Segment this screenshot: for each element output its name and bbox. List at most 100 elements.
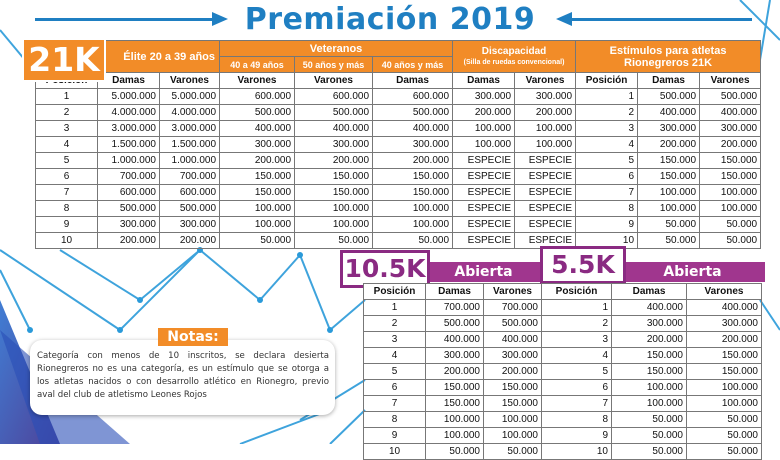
column-header: Damas — [372, 72, 454, 89]
table-cell: 150.000 — [219, 168, 296, 185]
table-cell: 100.000 — [425, 411, 484, 428]
table-cell: 150.000 — [611, 363, 687, 380]
table-cell: 7 — [35, 184, 98, 201]
table-cell: 100.000 — [452, 120, 516, 137]
table-cell: 8 — [35, 200, 98, 217]
table-cell: 5 — [575, 152, 639, 169]
table-cell: 200.000 — [372, 152, 454, 169]
column-header: Damas — [425, 283, 484, 300]
table-cell: ESPECIE — [514, 200, 577, 217]
table-cell: 150.000 — [425, 395, 484, 412]
table-row: 8 100.000 100.000 — [363, 411, 542, 428]
table-cell: 300.000 — [97, 216, 160, 233]
table-cell: 400.000 — [425, 331, 484, 348]
table-row: 5 200.000 200.000 — [363, 363, 542, 380]
table-cell: 600.000 — [158, 184, 221, 201]
table-cell: 400.000 — [483, 331, 542, 348]
table-cell: 200.000 — [425, 363, 484, 380]
table-row: 3 3.000.000 3.000.000 400.000 400.000 400.000… — [35, 120, 762, 137]
table-cell: 100.000 — [611, 395, 687, 412]
table-row: 8 500.000 500.000 100.000 100.000 100.000 ESPE… — [35, 200, 762, 217]
table-cell: 600.000 — [219, 88, 296, 105]
table-cell: ESPECIE — [452, 184, 516, 201]
subheader-50-mas: 50 años y más — [294, 56, 374, 73]
table-cell: ESPECIE — [514, 184, 577, 201]
table-cell: 100.000 — [219, 200, 296, 217]
table-cell: 100.000 — [425, 427, 484, 444]
table-cell: 1 — [575, 88, 639, 105]
table-cell: 400.000 — [372, 120, 454, 137]
table-cell: 100.000 — [372, 216, 454, 233]
table-cell: 3 — [35, 120, 98, 137]
table-cell: 600.000 — [97, 184, 160, 201]
table-row: 7 100.000 100.000 — [541, 395, 762, 412]
table-cell: 150.000 — [686, 347, 762, 364]
table-cell: 50.000 — [425, 443, 484, 460]
table-row: 2 500.000 500.000 — [363, 315, 542, 332]
table-cell: 150.000 — [372, 168, 454, 185]
table-cell: 1.500.000 — [97, 136, 160, 153]
table-row: 7 150.000 150.000 — [363, 395, 542, 412]
table-row: 8 50.000 50.000 — [541, 411, 762, 428]
table-cell: 100.000 — [611, 379, 687, 396]
table-cell: 500.000 — [699, 88, 762, 105]
table-cell: 200.000 — [158, 232, 221, 249]
table-cell: 150.000 — [294, 168, 374, 185]
column-header-row: PosiciónDamasVaronesVaronesVaronesDamasD… — [35, 72, 762, 89]
table-cell: 6 — [363, 379, 426, 396]
column-header: Posición — [575, 72, 639, 89]
table-cell: 9 — [575, 216, 639, 233]
table-cell: 500.000 — [372, 104, 454, 121]
table-row: 9 300.000 300.000 100.000 100.000 100.000 ESPE… — [35, 216, 762, 233]
table-cell: 400.000 — [699, 104, 762, 121]
table-cell: 50.000 — [637, 232, 701, 249]
title-bar: Premiación 2019 — [0, 0, 780, 38]
table-cell: 6 — [35, 168, 98, 185]
header-discapacidad-title: Discapacidad — [481, 45, 547, 57]
table-cell: 100.000 — [483, 427, 542, 444]
table-cell: ESPECIE — [452, 200, 516, 217]
column-header: Varones — [686, 283, 762, 300]
table-cell: 300.000 — [686, 315, 762, 332]
header-discapacidad: Discapacidad (Silla de ruedas convencion… — [452, 40, 577, 73]
table-cell: 500.000 — [158, 200, 221, 217]
table-cell: 1.500.000 — [158, 136, 221, 153]
table-row: 7 600.000 600.000 150.000 150.000 150.000 ESPE… — [35, 184, 762, 201]
table-cell: 100.000 — [637, 200, 701, 217]
band-10-5k: Abierta — [425, 262, 542, 282]
table-cell: 700.000 — [425, 299, 484, 316]
table-cell: 200.000 — [686, 331, 762, 348]
table-cell: 200.000 — [637, 136, 701, 153]
table-row: 6 150.000 150.000 — [363, 379, 542, 396]
table-cell: 300.000 — [611, 315, 687, 332]
table-cell: 7 — [363, 395, 426, 412]
table-cell: ESPECIE — [514, 168, 577, 185]
table-row: 10 200.000 200.000 50.000 50.000 50.000 ESPECI… — [35, 232, 762, 249]
table-cell: 100.000 — [294, 216, 374, 233]
table-cell: 50.000 — [219, 232, 296, 249]
table-cell: 50.000 — [699, 232, 762, 249]
notes-title: Notas: — [158, 328, 228, 346]
table-cell: 200.000 — [97, 232, 160, 249]
table-cell: 50.000 — [372, 232, 454, 249]
table-cell: 50.000 — [699, 216, 762, 233]
table-cell: 9 — [35, 216, 98, 233]
table-cell: 50.000 — [686, 411, 762, 428]
table-row: 5 150.000 150.000 — [541, 363, 762, 380]
table-cell: 300.000 — [699, 120, 762, 137]
table-cell: 100.000 — [699, 200, 762, 217]
notes-box — [30, 340, 335, 415]
table-cell: 3.000.000 — [97, 120, 160, 137]
table-cell: 100.000 — [219, 216, 296, 233]
table-row: 2 4.000.000 4.000.000 500.000 500.000 500.000… — [35, 104, 762, 121]
table-cell: 200.000 — [514, 104, 577, 121]
table-cell: 9 — [363, 427, 426, 444]
table-row: 10 50.000 50.000 — [541, 443, 762, 460]
table-cell: 150.000 — [637, 152, 701, 169]
table-cell: 150.000 — [372, 184, 454, 201]
column-header: Varones — [699, 72, 762, 89]
table-cell: 300.000 — [372, 136, 454, 153]
table-cell: 2 — [541, 315, 612, 332]
column-header-row: Posición Damas Varones — [541, 283, 762, 300]
table-row: 1 700.000 700.000 — [363, 299, 542, 316]
